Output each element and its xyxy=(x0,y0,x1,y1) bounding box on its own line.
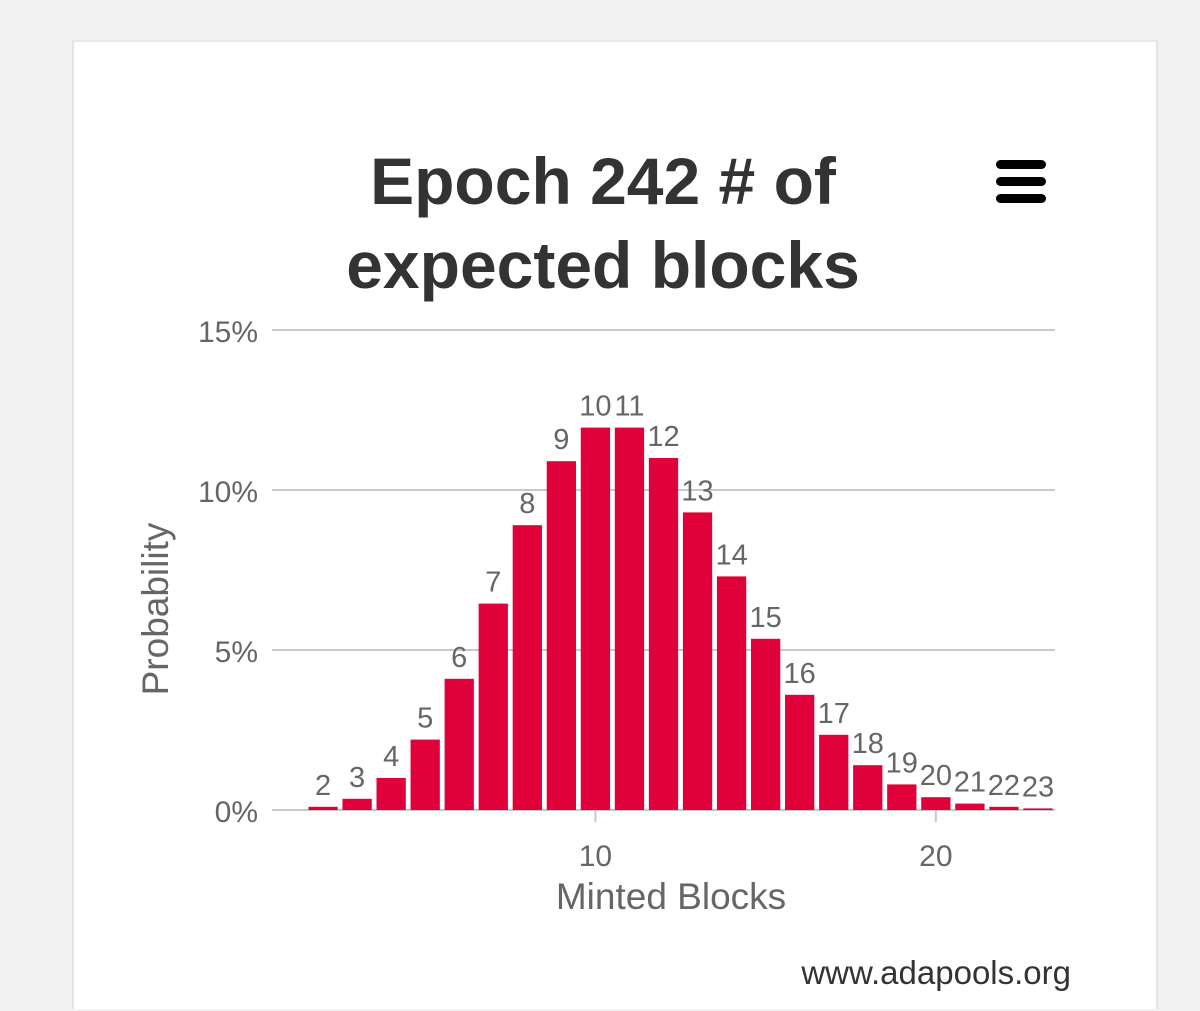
chart-svg: Epoch 242 # of expected blocks 2 34567891… xyxy=(135,144,1071,991)
y-axis-title: Probability xyxy=(135,522,176,695)
bar-data-label: 3 xyxy=(349,762,365,794)
bar[interactable] xyxy=(716,576,747,810)
bar[interactable] xyxy=(444,678,474,810)
bar[interactable] xyxy=(614,427,645,810)
bar-data-label: 5 xyxy=(417,703,433,735)
bar-data-label: 10 xyxy=(579,391,611,423)
bar-data-label: 23 xyxy=(1022,771,1054,803)
bar-data-label: 4 xyxy=(383,741,399,773)
bar[interactable] xyxy=(478,603,508,810)
bar[interactable] xyxy=(1023,808,1053,810)
x-tick-label: 20 xyxy=(919,840,952,873)
bar[interactable] xyxy=(580,427,611,810)
bar[interactable] xyxy=(546,461,577,810)
bar-data-label: 14 xyxy=(715,539,747,571)
bar-data-label: 21 xyxy=(954,767,986,799)
bar[interactable] xyxy=(955,803,985,810)
chart-title-line-1: Epoch 242 # of xyxy=(370,144,837,218)
bar[interactable] xyxy=(376,778,406,810)
bar-data-label: 17 xyxy=(818,698,850,730)
bar[interactable] xyxy=(648,458,679,810)
bar-data-label: 9 xyxy=(553,424,569,456)
bar[interactable] xyxy=(989,806,1019,810)
bar-data-label: 19 xyxy=(886,747,918,779)
bar-data-label: 11 xyxy=(614,391,644,423)
bar[interactable] xyxy=(853,765,883,810)
y-tick-label: 5% xyxy=(215,636,258,669)
credit-text: www.adapools.org xyxy=(800,954,1071,991)
bar[interactable] xyxy=(887,784,917,810)
bar-data-label: 15 xyxy=(749,602,781,634)
chart-menu-button[interactable] xyxy=(982,152,1052,214)
y-tick-label: 15% xyxy=(198,316,258,349)
bar[interactable] xyxy=(308,806,338,810)
bar-data-label: 13 xyxy=(681,475,713,507)
bar[interactable] xyxy=(682,512,713,810)
bar[interactable] xyxy=(512,525,542,810)
bar-data-label: 2 xyxy=(315,770,331,802)
bar[interactable] xyxy=(410,739,440,810)
bars xyxy=(308,427,1053,810)
bar-data-label: 7 xyxy=(485,567,501,599)
y-axis-ticks: 0% 5% 10% 15% xyxy=(198,316,258,829)
y-tick-label: 0% xyxy=(215,796,258,829)
x-axis-ticks: 10 20 xyxy=(579,810,953,873)
chart-title-line-2: expected blocks xyxy=(346,228,860,302)
bar-data-label: 12 xyxy=(647,421,679,453)
bar-data-label: 6 xyxy=(451,642,467,674)
bar-data-label: 16 xyxy=(784,658,816,690)
x-axis-title: Minted Blocks xyxy=(556,876,786,917)
bar[interactable] xyxy=(342,798,372,810)
bar[interactable] xyxy=(750,638,781,810)
bar-data-label: 22 xyxy=(988,770,1020,802)
x-tick-label: 10 xyxy=(579,840,612,873)
hamburger-menu-icon xyxy=(996,160,1046,203)
bar-data-label: 20 xyxy=(920,760,952,792)
bar[interactable] xyxy=(921,797,951,810)
bar[interactable] xyxy=(819,734,849,810)
bar-data-label: 18 xyxy=(852,728,884,760)
bar-data-label: 8 xyxy=(519,488,535,520)
bar[interactable] xyxy=(785,694,815,810)
y-tick-label: 10% xyxy=(198,476,258,509)
